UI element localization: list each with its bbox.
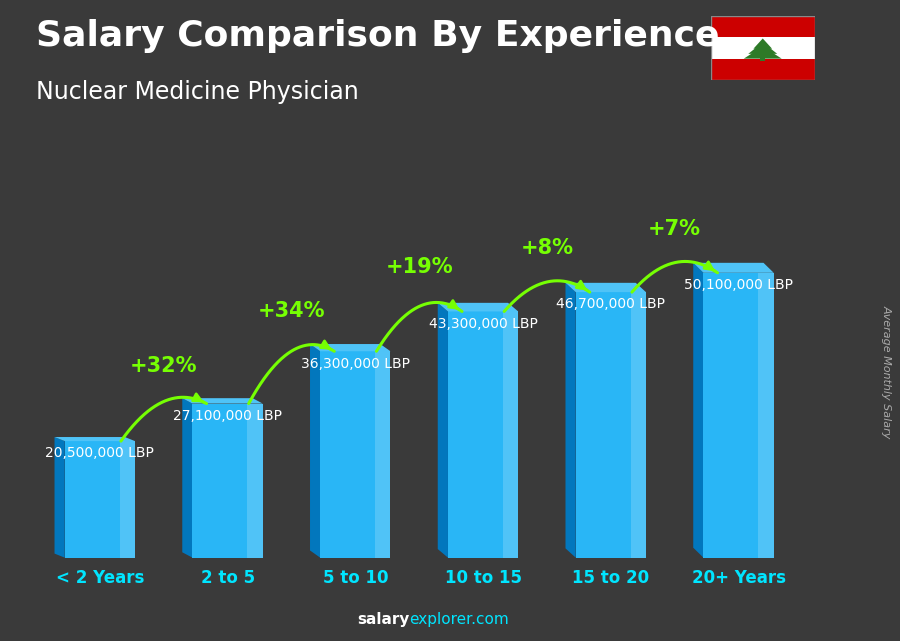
Polygon shape [310, 344, 320, 558]
FancyBboxPatch shape [704, 273, 774, 558]
Polygon shape [55, 437, 135, 441]
Text: 46,700,000 LBP: 46,700,000 LBP [556, 297, 665, 312]
Bar [760, 58, 765, 61]
Polygon shape [693, 263, 774, 273]
Bar [503, 312, 518, 558]
Bar [631, 292, 646, 558]
FancyBboxPatch shape [320, 351, 391, 558]
Polygon shape [565, 283, 646, 292]
Text: 43,300,000 LBP: 43,300,000 LBP [428, 317, 537, 331]
Polygon shape [310, 344, 391, 351]
Text: +34%: +34% [257, 301, 325, 320]
Bar [375, 351, 391, 558]
Polygon shape [55, 437, 65, 558]
FancyBboxPatch shape [448, 312, 518, 558]
Polygon shape [437, 303, 518, 312]
Text: +19%: +19% [385, 257, 453, 278]
Polygon shape [183, 398, 193, 558]
Text: +32%: +32% [130, 356, 197, 376]
Text: 36,300,000 LBP: 36,300,000 LBP [301, 356, 410, 370]
Bar [248, 404, 263, 558]
Polygon shape [748, 42, 778, 54]
Bar [759, 273, 774, 558]
Text: explorer.com: explorer.com [410, 612, 509, 627]
Polygon shape [743, 46, 782, 58]
Bar [711, 58, 814, 80]
Polygon shape [693, 263, 704, 558]
Bar [711, 37, 814, 58]
FancyBboxPatch shape [65, 441, 135, 558]
Text: salary: salary [357, 612, 410, 627]
Bar [120, 441, 135, 558]
Text: Average Monthly Salary: Average Monthly Salary [881, 305, 892, 438]
Text: Salary Comparison By Experience: Salary Comparison By Experience [36, 19, 719, 53]
Polygon shape [565, 283, 576, 558]
FancyBboxPatch shape [576, 292, 646, 558]
Text: Nuclear Medicine Physician: Nuclear Medicine Physician [36, 80, 359, 104]
Text: 20,500,000 LBP: 20,500,000 LBP [45, 446, 154, 460]
FancyBboxPatch shape [193, 404, 263, 558]
Text: 50,100,000 LBP: 50,100,000 LBP [684, 278, 793, 292]
Polygon shape [183, 398, 263, 404]
Text: 27,100,000 LBP: 27,100,000 LBP [173, 409, 282, 423]
Text: +7%: +7% [648, 219, 701, 238]
Polygon shape [753, 38, 772, 49]
Polygon shape [437, 303, 448, 558]
Bar [711, 16, 814, 37]
Text: +8%: +8% [520, 238, 573, 258]
